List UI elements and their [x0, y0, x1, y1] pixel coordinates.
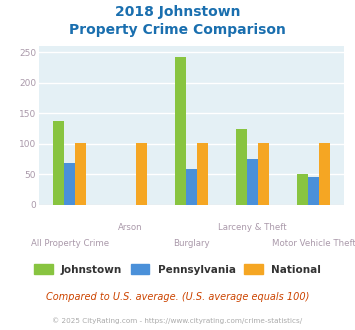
Bar — [258, 143, 269, 205]
Text: Larceny & Theft: Larceny & Theft — [218, 223, 287, 232]
Bar — [308, 177, 319, 205]
Bar — [175, 56, 186, 205]
Text: © 2025 CityRating.com - https://www.cityrating.com/crime-statistics/: © 2025 CityRating.com - https://www.city… — [53, 317, 302, 324]
Bar — [236, 129, 247, 205]
Bar — [75, 143, 86, 205]
Text: Property Crime Comparison: Property Crime Comparison — [69, 23, 286, 37]
Bar — [319, 143, 330, 205]
Text: All Property Crime: All Property Crime — [31, 239, 109, 248]
Text: 2018 Johnstown: 2018 Johnstown — [115, 5, 240, 19]
Bar — [297, 174, 308, 205]
Bar — [247, 159, 258, 205]
Legend: Johnstown, Pennsylvania, National: Johnstown, Pennsylvania, National — [34, 264, 321, 275]
Bar — [53, 121, 64, 205]
Text: Compared to U.S. average. (U.S. average equals 100): Compared to U.S. average. (U.S. average … — [46, 292, 309, 302]
Bar — [186, 169, 197, 205]
Bar — [136, 143, 147, 205]
Text: Arson: Arson — [118, 223, 143, 232]
Text: Motor Vehicle Theft: Motor Vehicle Theft — [272, 239, 355, 248]
Text: Burglary: Burglary — [173, 239, 210, 248]
Bar — [64, 163, 75, 205]
Bar — [197, 143, 208, 205]
